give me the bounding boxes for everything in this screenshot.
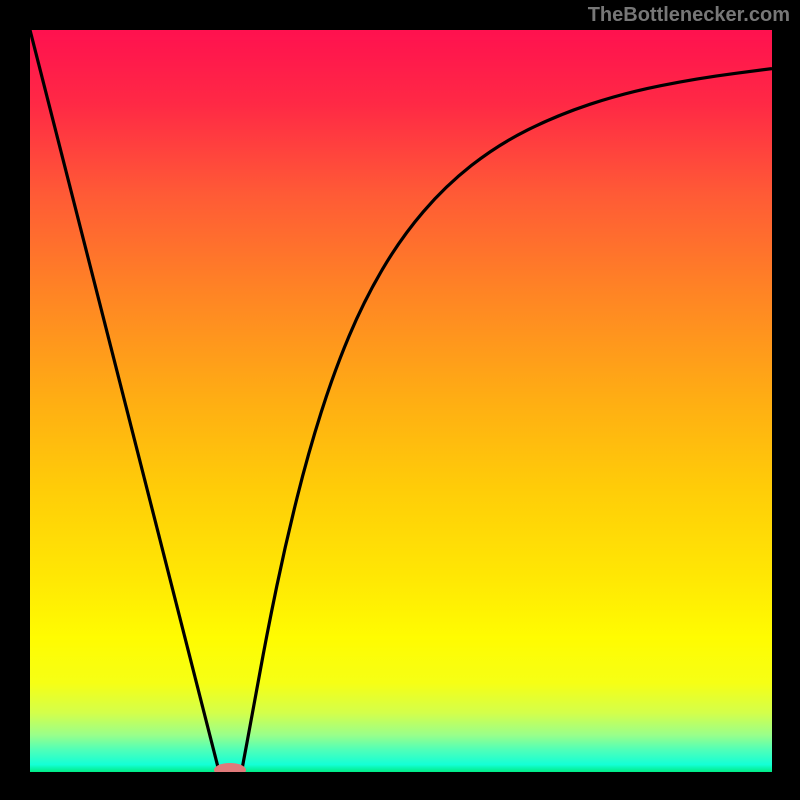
- optimal-marker: [214, 763, 246, 772]
- curve-left-line: [30, 30, 219, 772]
- curve-layer: [30, 30, 772, 772]
- chart-container: TheBottlenecker.com: [0, 0, 800, 800]
- watermark-text: TheBottlenecker.com: [588, 4, 790, 27]
- curve-right: [241, 69, 772, 772]
- plot-area: [30, 30, 772, 772]
